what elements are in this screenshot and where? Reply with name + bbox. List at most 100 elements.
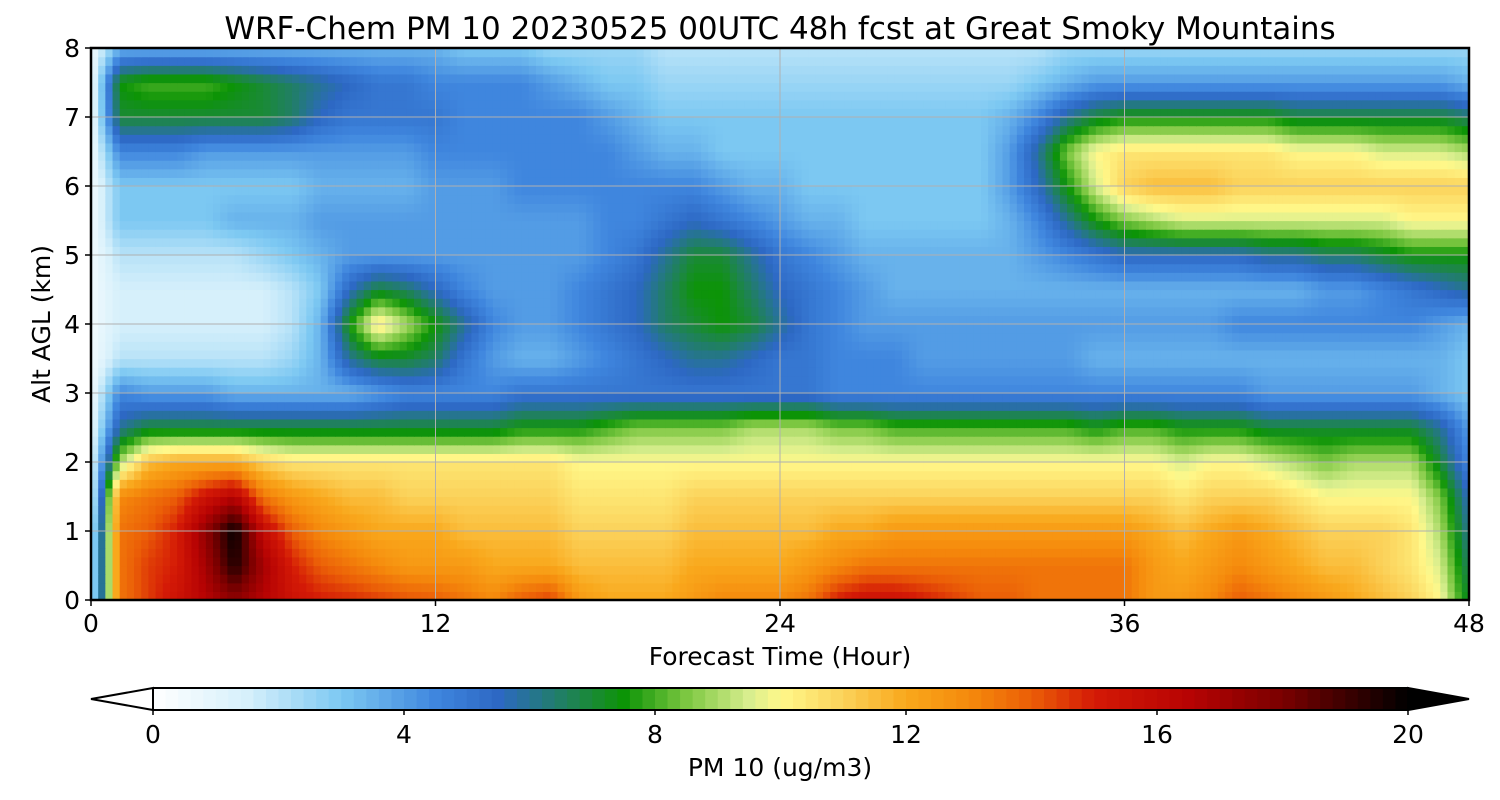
heatmap-cell <box>442 591 451 601</box>
heatmap-cell <box>643 513 652 523</box>
heatmap-cell <box>902 444 910 454</box>
heatmap-cell <box>650 565 659 575</box>
heatmap-cell <box>657 522 666 532</box>
heatmap-cell <box>378 427 386 437</box>
heatmap-cell <box>1282 410 1291 420</box>
heatmap-cell <box>959 582 968 592</box>
heatmap-cell <box>126 375 135 385</box>
heatmap-cell <box>1174 401 1183 411</box>
heatmap-cell <box>1447 444 1456 454</box>
heatmap-cell <box>1095 436 1104 446</box>
heatmap-cell <box>256 427 264 437</box>
heatmap-cell <box>435 548 444 558</box>
heatmap-cell <box>622 531 630 541</box>
heatmap-cell <box>428 487 437 498</box>
heatmap-cell <box>887 444 896 454</box>
heatmap-cell <box>1217 565 1226 575</box>
heatmap-cell <box>220 591 228 601</box>
heatmap-cell <box>327 410 336 420</box>
heatmap-cell <box>485 513 494 523</box>
heatmap-cell <box>715 436 724 446</box>
heatmap-cell <box>1067 436 1075 446</box>
heatmap-cell <box>1361 418 1370 429</box>
heatmap-cell <box>428 384 437 394</box>
heatmap-cell <box>650 427 659 437</box>
heatmap-cell <box>492 410 501 420</box>
heatmap-cell <box>428 462 437 472</box>
heatmap-cell <box>1260 496 1269 506</box>
heatmap-cell <box>837 513 846 523</box>
heatmap-cell <box>1024 574 1032 584</box>
heatmap-cell <box>1361 496 1370 506</box>
heatmap-cell <box>256 410 264 420</box>
heatmap-cell <box>291 591 300 601</box>
heatmap-cell <box>320 470 329 480</box>
heatmap-cell <box>1124 496 1133 506</box>
heatmap-cell <box>729 436 738 446</box>
heatmap-cell <box>557 565 566 575</box>
heatmap-cell <box>1325 393 1334 403</box>
heatmap-cell <box>507 539 516 549</box>
heatmap-cell <box>1390 582 1398 592</box>
heatmap-cell <box>320 582 329 592</box>
heatmap-cell <box>923 444 932 454</box>
heatmap-cell <box>1339 453 1348 463</box>
heatmap-cell <box>873 487 882 498</box>
heatmap-cell <box>1325 513 1334 523</box>
heatmap-cell <box>1160 565 1169 575</box>
heatmap-cell <box>765 462 774 472</box>
heatmap-cell <box>902 505 910 515</box>
heatmap-cell <box>722 496 731 506</box>
heatmap-cell <box>399 496 408 506</box>
heatmap-cell <box>284 513 293 523</box>
heatmap-cell <box>220 470 228 480</box>
heatmap-cell <box>1167 487 1176 498</box>
heatmap-cell <box>823 393 831 403</box>
heatmap-cell <box>98 574 106 584</box>
heatmap-cell <box>370 565 379 575</box>
heatmap-cell <box>1009 479 1018 489</box>
heatmap-cell <box>148 444 157 454</box>
heatmap-cell <box>1203 427 1212 437</box>
heatmap-cell <box>141 418 150 429</box>
heatmap-cell <box>1146 505 1154 515</box>
heatmap-cell <box>1268 453 1276 463</box>
heatmap-cell <box>787 539 795 549</box>
heatmap-cell <box>1354 591 1362 601</box>
heatmap-cell <box>751 436 760 446</box>
heatmap-cell <box>213 479 221 489</box>
heatmap-cell <box>198 462 207 472</box>
heatmap-cell <box>134 513 142 523</box>
heatmap-cell <box>299 522 307 532</box>
heatmap-cell <box>248 505 257 515</box>
heatmap-cell <box>1346 470 1355 480</box>
heatmap-cell <box>801 427 810 437</box>
heatmap-cell <box>1088 505 1097 515</box>
heatmap-cell <box>916 487 925 498</box>
heatmap-cell <box>1325 487 1334 498</box>
heatmap-cell <box>650 513 659 523</box>
heatmap-cell <box>815 436 824 446</box>
heatmap-cell <box>959 401 968 411</box>
heatmap-cell <box>1260 479 1269 489</box>
heatmap-cell <box>1332 531 1341 541</box>
heatmap-cell <box>801 565 810 575</box>
heatmap-cell <box>715 539 724 549</box>
heatmap-cell <box>600 487 609 498</box>
heatmap-cell <box>241 418 250 429</box>
heatmap-cell <box>1196 453 1205 463</box>
heatmap-cell <box>1160 574 1169 584</box>
heatmap-cell <box>952 462 961 472</box>
heatmap-cell <box>507 453 516 463</box>
heatmap-cell <box>564 487 573 498</box>
heatmap-cell <box>837 574 846 584</box>
heatmap-cell <box>701 384 709 394</box>
heatmap-cell <box>571 539 580 549</box>
heatmap-cell <box>284 574 293 584</box>
heatmap-cell <box>1425 565 1434 575</box>
heatmap-cell <box>421 539 429 549</box>
heatmap-cell <box>980 565 989 575</box>
heatmap-cell <box>507 427 516 437</box>
heatmap-cell <box>421 513 429 523</box>
heatmap-cell <box>543 410 551 420</box>
